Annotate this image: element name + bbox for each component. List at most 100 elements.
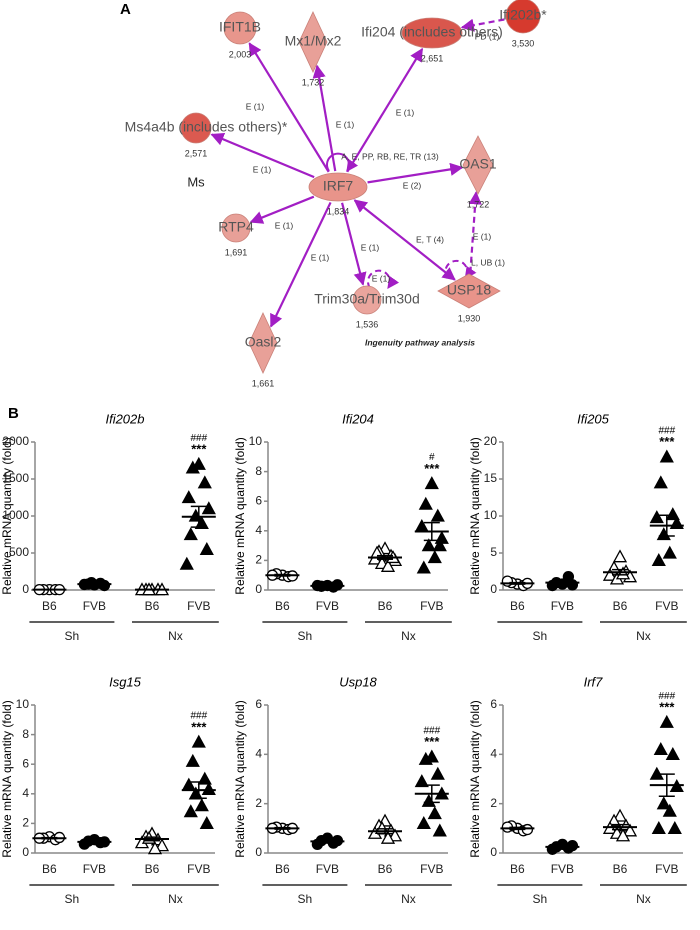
edge-label: E (1): [396, 107, 415, 117]
data-point: [416, 560, 431, 574]
data-point: [183, 527, 198, 541]
node-label: Oasl2: [245, 334, 282, 350]
x-tick-label: B6: [275, 599, 290, 613]
node-value: 1,691: [225, 247, 248, 257]
significance-label: ###: [190, 433, 207, 444]
dot-plot: Ifi202b Relative mRNA quantity (fold) 0 500…: [0, 411, 219, 643]
x-tick-label: FVB: [655, 599, 678, 613]
y-tick-label: 1500: [2, 471, 29, 485]
edge: [249, 195, 315, 224]
significance-label: ***: [659, 434, 675, 449]
x-tick-label: B6: [613, 599, 628, 613]
y-tick-label: 0: [22, 582, 29, 596]
data-point: [659, 449, 674, 463]
node-value: 1,661: [252, 378, 275, 388]
data-point: [418, 751, 433, 765]
data-point: [416, 816, 431, 830]
edge-label: PD (1): [475, 31, 500, 41]
dot-plot: Ifi204 Relative mRNA quantity (fold) 0 2 4 6 8…: [233, 411, 452, 643]
y-tick-label: 4: [490, 747, 497, 761]
x-tick-label: FVB: [83, 599, 106, 613]
x-tick-label: FVB: [316, 862, 339, 876]
data-point: [665, 746, 680, 760]
group-label: Nx: [401, 629, 416, 643]
edge-label: E, T (4): [416, 234, 444, 244]
data-point: [387, 828, 403, 842]
panel-label: A: [120, 1, 131, 18]
group-label: Nx: [636, 629, 651, 643]
x-tick-label: B6: [145, 599, 160, 613]
group-label: Nx: [168, 892, 183, 906]
data-point: [651, 553, 666, 567]
edge-label: E (2): [403, 180, 422, 190]
data-point: [649, 510, 664, 524]
chart-title: Ifi205: [577, 411, 610, 426]
data-point: [612, 808, 628, 822]
edge-loop: [326, 152, 359, 172]
edges: [210, 18, 505, 328]
y-tick-label: 10: [484, 508, 498, 522]
x-tick-label: FVB: [420, 862, 443, 876]
chart-title: Irf7: [584, 674, 604, 689]
edge: [460, 18, 505, 32]
data-point: [380, 830, 396, 844]
node: [462, 135, 494, 195]
x-tick-label: FVB: [83, 862, 106, 876]
node-label: RTP4: [218, 219, 254, 235]
data-point: [651, 820, 666, 834]
x-tick-label: FVB: [316, 599, 339, 613]
data-point: [199, 541, 214, 555]
data-point: [653, 742, 668, 756]
data-point: [183, 804, 198, 818]
y-tick-label: 2: [490, 796, 497, 810]
group-label: Sh: [298, 629, 313, 643]
y-tick-label: 2000: [2, 434, 29, 448]
x-tick-label: B6: [613, 862, 628, 876]
data-point: [201, 501, 216, 515]
node: [401, 17, 463, 49]
node: [221, 213, 251, 243]
edge: [269, 201, 332, 328]
edge-label: E (1): [473, 231, 492, 241]
y-tick-label: 15: [484, 471, 498, 485]
data-point: [418, 496, 433, 510]
node-label: OAS1: [459, 156, 497, 172]
significance-label: ***: [424, 461, 440, 476]
data-point: [653, 475, 668, 489]
y-tick-label: 4: [22, 786, 29, 800]
edge-loop: [444, 259, 477, 280]
y-tick-label: 5: [490, 545, 497, 559]
dot-plot: Isg15 Relative mRNA quantity (fold) 0 2 4 6 8 1…: [0, 674, 219, 906]
node: [298, 11, 328, 73]
dot-plot: Irf7 Relative mRNA quantity (fold) 0 2 4 6 B6 F…: [468, 674, 687, 906]
y-tick-label: 2: [255, 553, 262, 567]
x-tick-label: B6: [145, 862, 160, 876]
x-tick-label: FVB: [420, 599, 443, 613]
edge: [248, 42, 330, 173]
y-tick-label: 0: [22, 845, 29, 859]
y-tick-label: 8: [22, 727, 29, 741]
node-label: Ms4a4b (includes others)*: [125, 119, 288, 135]
panel-label: B: [8, 405, 19, 422]
data-point: [430, 508, 445, 522]
y-tick-label: 10: [16, 697, 30, 711]
y-tick-label: 10: [249, 434, 263, 448]
y-tick-label: 4: [255, 747, 262, 761]
group-label: Sh: [65, 629, 80, 643]
x-tick-label: FVB: [655, 862, 678, 876]
edge-label: E (1): [275, 220, 294, 230]
data-point: [185, 460, 200, 474]
data-point: [197, 475, 212, 489]
node-value: 2,651: [421, 53, 444, 63]
data-point: [414, 774, 429, 788]
data-point: [421, 538, 436, 552]
edge-label: E (1): [246, 101, 265, 111]
edge-label: E (1): [311, 252, 330, 262]
data-point: [194, 798, 209, 812]
node-value: 1,722: [467, 199, 490, 209]
significance-label: ***: [191, 442, 207, 457]
data-point: [424, 476, 439, 490]
x-tick-label: FVB: [187, 862, 210, 876]
node: [180, 112, 212, 144]
